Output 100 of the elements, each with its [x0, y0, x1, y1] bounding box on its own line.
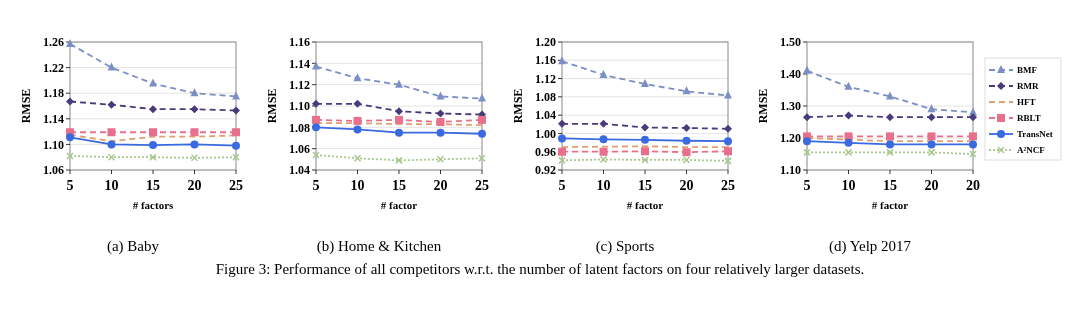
- point: [232, 106, 240, 115]
- legend-label: RBLT: [1017, 113, 1041, 124]
- point: [641, 79, 649, 88]
- point: [724, 137, 732, 146]
- y-axis-title: RMSE: [756, 88, 770, 124]
- point: [927, 132, 936, 141]
- y-tick-label: 1.08: [289, 120, 310, 135]
- x-tick-label: 10: [350, 178, 365, 193]
- point: [599, 147, 608, 156]
- y-tick-label: 1.06: [43, 163, 64, 178]
- x-tick-label: 20: [433, 178, 448, 193]
- point: [232, 91, 240, 100]
- point: [886, 132, 894, 141]
- caption: Figure 3: Performance of all competitors w.r.t. the number of latent factors on four relatively larger datasets.: [215, 261, 865, 277]
- point: [66, 38, 74, 47]
- y-tick-label: 1.20: [535, 35, 556, 50]
- y-tick-label: 1.18: [43, 86, 64, 101]
- text: (c) Sports: [595, 238, 655, 255]
- point: [436, 91, 445, 100]
- point: [395, 107, 403, 116]
- y-tick-label: 1.06: [289, 141, 310, 156]
- x-tick-label: 15: [883, 178, 897, 193]
- point: [149, 128, 157, 137]
- point: [478, 93, 486, 102]
- point: [599, 119, 608, 128]
- point: [312, 123, 320, 132]
- y-tick-label: 1.12: [289, 77, 310, 92]
- x-tick-label: 5: [66, 178, 74, 193]
- y-axis-title: RMSE: [511, 88, 525, 124]
- point: [558, 119, 566, 128]
- y-tick-label: 1.40: [780, 67, 801, 82]
- point: [312, 99, 320, 108]
- x-tick-label: 5: [558, 178, 566, 193]
- point: [599, 135, 608, 144]
- point: [558, 134, 566, 143]
- point: [927, 140, 936, 149]
- x-tick-label: 10: [596, 178, 611, 193]
- x-tick-label: 20: [966, 178, 980, 193]
- point: [969, 132, 977, 141]
- x-axis-title: # factors: [132, 199, 175, 211]
- y-tick-label: 1.20: [780, 131, 801, 146]
- y-tick-label: 1.04: [535, 108, 556, 123]
- point: [312, 61, 320, 70]
- point: [641, 147, 649, 156]
- y-tick-label: 1.30: [780, 99, 801, 114]
- x-tick-label: 20: [924, 178, 939, 193]
- y-tick-label: 1.08: [535, 90, 556, 105]
- point: [149, 141, 157, 150]
- x-tick-label: 25: [721, 178, 735, 193]
- y-tick-label: 1.26: [43, 35, 64, 50]
- y-tick-label: 1.14: [43, 112, 64, 126]
- point: [844, 111, 853, 120]
- y-tick-label: 1.10: [780, 163, 801, 178]
- point: [107, 128, 116, 137]
- y-tick-label: 1.12: [535, 71, 556, 86]
- y-tick-label: 1.16: [289, 35, 310, 50]
- point: [927, 104, 936, 113]
- point: [353, 125, 362, 134]
- x-tick-label: 15: [392, 178, 406, 193]
- point: [969, 140, 977, 149]
- point: [844, 81, 853, 90]
- y-tick-label: 1.50: [780, 35, 801, 50]
- point: [436, 128, 445, 137]
- x-tick-label: 5: [803, 178, 811, 193]
- y-tick-label: 1.10: [289, 99, 310, 114]
- point: [558, 56, 566, 65]
- point: [66, 97, 74, 106]
- text: (a) Baby: [106, 238, 160, 255]
- point: [682, 148, 691, 157]
- point: [886, 91, 894, 100]
- point: [682, 136, 691, 145]
- point: [927, 113, 936, 122]
- point: [107, 62, 116, 71]
- x-tick-label: 10: [841, 178, 856, 193]
- legend-label: TransNet: [1017, 129, 1053, 140]
- y-tick-label: 0.92: [535, 163, 556, 178]
- point: [436, 118, 445, 126]
- point: [682, 123, 691, 132]
- legend-label: RMR: [1017, 81, 1039, 92]
- y-tick-label: 1.10: [43, 137, 64, 152]
- x-axis-title: # factor: [380, 199, 418, 211]
- y-tick-label: 1.00: [535, 126, 556, 141]
- point: [886, 113, 894, 122]
- point: [724, 90, 732, 99]
- y-axis-title: RMSE: [19, 88, 33, 124]
- point: [395, 128, 403, 137]
- x-tick-label: 25: [229, 178, 243, 193]
- point: [190, 128, 199, 137]
- point: [66, 133, 74, 142]
- x-tick-label: 15: [638, 178, 652, 193]
- y-tick-label: 1.22: [43, 60, 64, 75]
- point: [232, 141, 240, 150]
- point: [886, 140, 894, 149]
- y-axis-title: RMSE: [265, 88, 279, 124]
- point: [353, 99, 362, 108]
- x-tick-label: 25: [475, 178, 489, 193]
- point: [803, 113, 811, 122]
- x-tick-label: 10: [104, 178, 119, 193]
- text: (d) Yelp 2017: [828, 238, 912, 255]
- point: [107, 100, 116, 109]
